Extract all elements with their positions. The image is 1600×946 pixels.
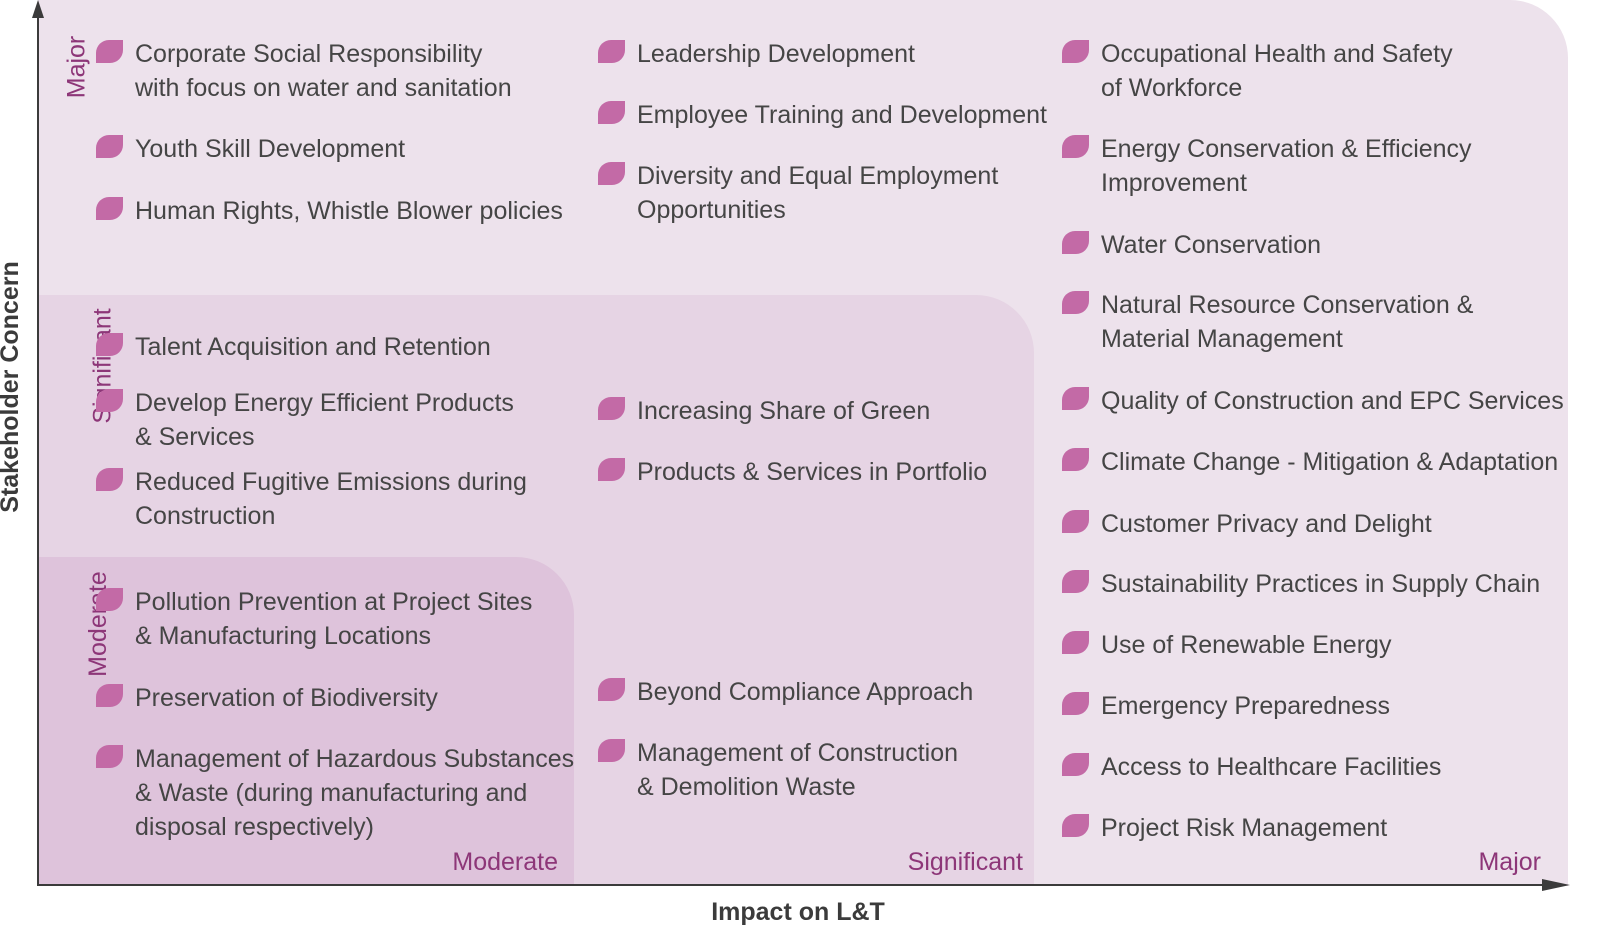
leaf-icon bbox=[1062, 231, 1089, 254]
topic-item: Climate Change - Mitigation & Adaptation bbox=[1062, 445, 1558, 479]
leaf-icon bbox=[96, 684, 123, 707]
topic-item: Corporate Social Responsibility with foc… bbox=[96, 37, 512, 105]
leaf-icon bbox=[96, 197, 123, 220]
topic-item: Preservation of Biodiversity bbox=[96, 681, 438, 715]
x-level-major: Major bbox=[1478, 848, 1541, 876]
leaf-icon bbox=[1062, 448, 1089, 471]
topic-item: Human Rights, Whistle Blower policies bbox=[96, 194, 563, 228]
topic-item: Products & Services in Portfolio bbox=[598, 455, 987, 489]
topic-item: Reduced Fugitive Emissions during Constr… bbox=[96, 465, 527, 533]
y-axis-line bbox=[37, 10, 39, 886]
leaf-icon bbox=[1062, 814, 1089, 837]
leaf-icon bbox=[598, 678, 625, 701]
x-axis-line bbox=[37, 884, 1557, 886]
leaf-icon bbox=[96, 40, 123, 63]
leaf-icon bbox=[1062, 631, 1089, 654]
y-level-moderate: Moderate bbox=[83, 571, 112, 677]
topic-item: Beyond Compliance Approach bbox=[598, 675, 973, 709]
leaf-icon bbox=[1062, 510, 1089, 533]
topic-item: Emergency Preparedness bbox=[1062, 689, 1390, 723]
topic-item: Youth Skill Development bbox=[96, 132, 405, 166]
x-axis-title: Impact on L&T bbox=[711, 898, 885, 926]
y-level-major: Major bbox=[62, 35, 91, 99]
topic-item: Access to Healthcare Facilities bbox=[1062, 750, 1441, 784]
topic-item: Energy Conservation & Efficiency Improve… bbox=[1062, 132, 1472, 200]
topic-item: Management of Construction & Demolition … bbox=[598, 736, 958, 804]
topic-item: Pollution Prevention at Project Sites & … bbox=[96, 585, 532, 653]
moderate-zone bbox=[38, 557, 574, 886]
leaf-icon bbox=[1062, 753, 1089, 776]
leaf-icon bbox=[598, 458, 625, 481]
leaf-icon bbox=[1062, 135, 1089, 158]
leaf-icon bbox=[96, 588, 123, 611]
topic-item: Management of Hazardous Substances & Was… bbox=[96, 742, 574, 844]
y-axis-title: Stakeholder Concern bbox=[0, 261, 24, 513]
leaf-icon bbox=[96, 135, 123, 158]
topic-item: Water Conservation bbox=[1062, 228, 1321, 262]
topic-item: Natural Resource Conservation & Material… bbox=[1062, 288, 1473, 356]
leaf-icon bbox=[598, 40, 625, 63]
y-level-significant: Significant bbox=[88, 308, 117, 424]
leaf-icon bbox=[96, 333, 123, 356]
leaf-icon bbox=[96, 468, 123, 491]
topic-item: Use of Renewable Energy bbox=[1062, 628, 1391, 662]
leaf-icon bbox=[96, 389, 123, 412]
topic-item: Sustainability Practices in Supply Chain bbox=[1062, 567, 1540, 601]
topic-item: Employee Training and Development bbox=[598, 98, 1047, 132]
leaf-icon bbox=[1062, 40, 1089, 63]
topic-item: Customer Privacy and Delight bbox=[1062, 507, 1432, 541]
x-level-significant: Significant bbox=[907, 848, 1023, 876]
leaf-icon bbox=[598, 397, 625, 420]
topic-item: Occupational Health and Safety of Workfo… bbox=[1062, 37, 1453, 105]
topic-item: Talent Acquisition and Retention bbox=[96, 330, 491, 364]
topic-item: Leadership Development bbox=[598, 37, 915, 71]
topic-item: Project Risk Management bbox=[1062, 811, 1387, 845]
x-axis-arrow-icon bbox=[1542, 879, 1570, 891]
topic-item: Increasing Share of Green bbox=[598, 394, 930, 428]
topic-item: Develop Energy Efficient Products & Serv… bbox=[96, 386, 514, 454]
topic-item: Quality of Construction and EPC Services bbox=[1062, 384, 1564, 418]
leaf-icon bbox=[598, 101, 625, 124]
leaf-icon bbox=[1062, 291, 1089, 314]
y-axis-arrow-icon bbox=[32, 0, 44, 18]
leaf-icon bbox=[1062, 692, 1089, 715]
topic-item: Diversity and Equal Employment Opportuni… bbox=[598, 159, 998, 227]
leaf-icon bbox=[598, 739, 625, 762]
leaf-icon bbox=[598, 162, 625, 185]
leaf-icon bbox=[1062, 570, 1089, 593]
leaf-icon bbox=[96, 745, 123, 768]
x-level-moderate: Moderate bbox=[452, 848, 558, 876]
leaf-icon bbox=[1062, 387, 1089, 410]
